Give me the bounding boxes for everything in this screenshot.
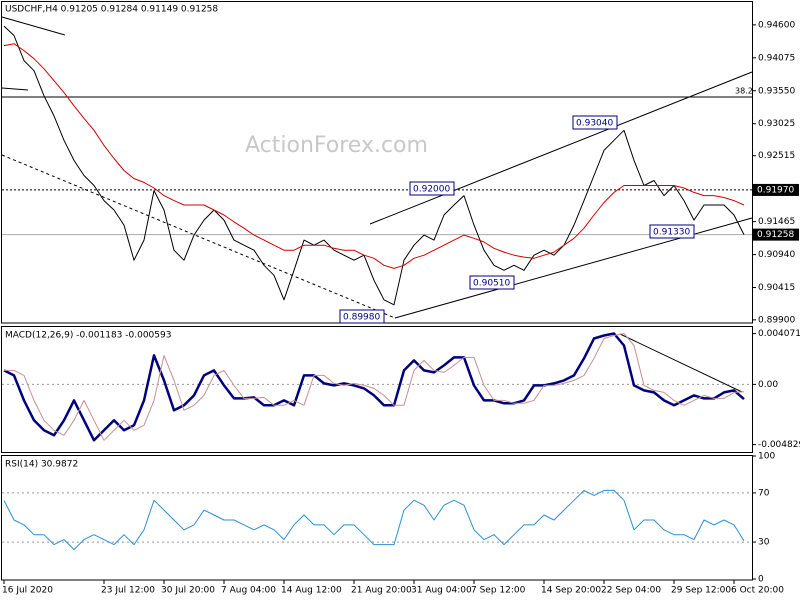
macd-trend-line bbox=[619, 333, 743, 393]
x-tick-label: 16 Jul 2020 bbox=[2, 586, 53, 596]
x-tick-label: 7 Sep 12:00 bbox=[471, 586, 526, 596]
x-tick-label: 23 Jul 12:00 bbox=[101, 586, 155, 596]
x-tick-label: 29 Sep 12:00 bbox=[671, 586, 731, 596]
annotation: 0.92000 bbox=[413, 185, 450, 195]
series-line bbox=[3, 489, 745, 550]
x-tick-label: 21 Aug 20:00 bbox=[351, 586, 412, 596]
rsi-title: RSI(14) 30.9872 bbox=[5, 460, 78, 470]
chart-title: USDCHF,H4 0.91205 0.91284 0.91149 0.9125… bbox=[5, 5, 218, 15]
y-tick-label: 0.90415 bbox=[758, 283, 795, 293]
annotation: 0.89980 bbox=[343, 313, 380, 323]
rsi-pane bbox=[1, 455, 753, 581]
series-line bbox=[3, 332, 745, 442]
y-tick-label: 0.89900 bbox=[758, 315, 795, 325]
y-tick-label: 0.93550 bbox=[758, 86, 795, 96]
series-line bbox=[4, 333, 745, 441]
annotation: 0.91330 bbox=[653, 228, 690, 238]
y-tick-label: 0.94075 bbox=[758, 53, 795, 63]
annotation-box bbox=[649, 224, 695, 239]
annotation-box bbox=[339, 309, 385, 324]
y-tick-label: 0.004071 bbox=[758, 329, 800, 339]
y-tick-label: 0.94600 bbox=[758, 20, 795, 30]
y-tick-label: 0.93025 bbox=[758, 119, 795, 129]
y-tick-label: 0.90940 bbox=[758, 250, 795, 260]
trend-line bbox=[1, 87, 29, 91]
trend-line bbox=[1, 154, 396, 319]
x-tick-label: 22 Sep 04:00 bbox=[601, 586, 661, 596]
price-label: 0.91258 bbox=[757, 230, 794, 240]
series-line bbox=[3, 43, 745, 269]
price-label-box bbox=[753, 183, 799, 196]
y-tick-label: 0 bbox=[758, 575, 764, 585]
y-tick-label: 70 bbox=[758, 488, 770, 498]
annotation-box bbox=[409, 181, 455, 196]
annotation-box bbox=[469, 275, 515, 290]
y-tick-label: 0.91465 bbox=[758, 217, 795, 227]
price-label: 0.91970 bbox=[757, 185, 794, 195]
annotation-box bbox=[572, 115, 618, 130]
x-tick-label: 31 Aug 04:00 bbox=[411, 586, 472, 596]
annotation: 0.90510 bbox=[473, 279, 510, 289]
y-tick-label: 0.00 bbox=[758, 380, 778, 390]
y-tick-label: -0.004829 bbox=[758, 440, 800, 450]
x-tick-label: 6 Oct 20:00 bbox=[731, 586, 784, 596]
annotation: 38.2 bbox=[735, 87, 753, 96]
macd-title: MACD(12,26,9) -0.001183 -0.000593 bbox=[5, 331, 171, 341]
annotation: 0.93040 bbox=[576, 119, 613, 129]
trend-line bbox=[1, 16, 66, 36]
x-tick-label: 14 Aug 12:00 bbox=[281, 586, 342, 596]
x-tick-label: 7 Aug 04:00 bbox=[221, 586, 276, 596]
y-tick-label: 30 bbox=[758, 538, 770, 548]
watermark: ActionForex.com bbox=[245, 133, 428, 158]
y-tick-label: 100 bbox=[758, 452, 775, 462]
x-tick-label: 14 Sep 20:00 bbox=[541, 586, 601, 596]
price-label-box bbox=[753, 228, 799, 241]
macd-pane bbox=[1, 326, 753, 453]
y-tick-label: 0.92515 bbox=[758, 151, 795, 161]
series-line bbox=[3, 25, 745, 306]
x-tick-label: 30 Jul 20:00 bbox=[161, 586, 215, 596]
